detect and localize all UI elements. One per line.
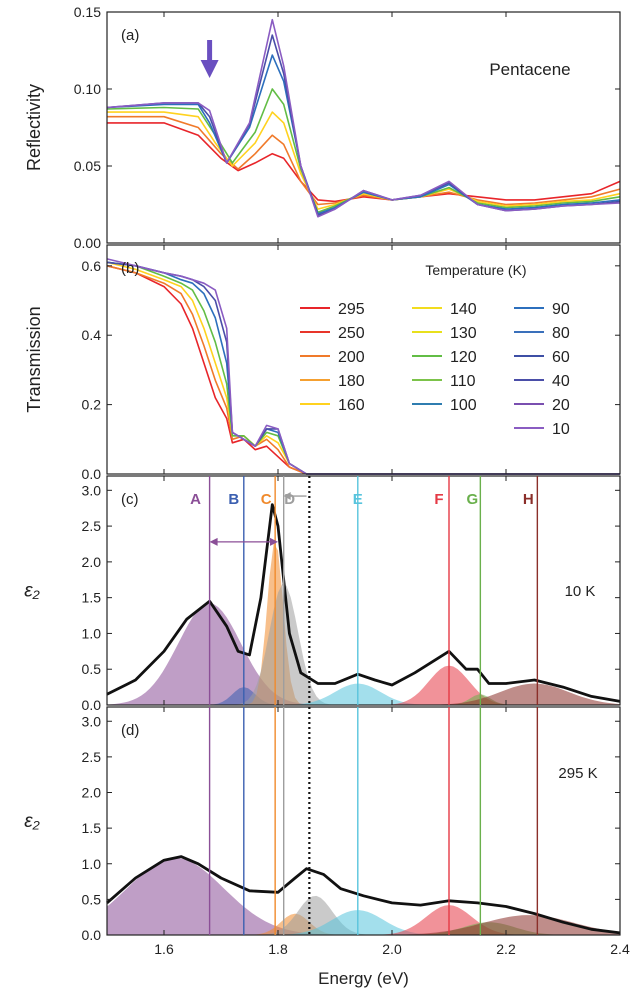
- panel-d-ytick-label: 0.5: [82, 891, 102, 907]
- panel-d-ytick-label: 0.0: [82, 927, 102, 943]
- panel-c-ytick-label: 0.5: [82, 661, 102, 677]
- panel-d-ytick-label: 2.0: [82, 785, 102, 801]
- panel-b-ytick-label: 0.0: [82, 466, 102, 482]
- legend-label-130: 130: [450, 325, 477, 342]
- peak-H-fill-c: [107, 683, 620, 705]
- peak-label-D: D: [284, 491, 295, 508]
- peak-label-A: A: [190, 491, 201, 508]
- peak-label-H: H: [523, 491, 534, 508]
- peak-E-fill-d: [107, 910, 620, 935]
- xtick-label-2.0: 2.0: [382, 941, 402, 957]
- peak-B-fill-c: [107, 687, 620, 705]
- legend-label-180: 180: [338, 373, 365, 390]
- panel-b-ytick-label: 0.6: [82, 258, 102, 274]
- panel-a-ylabel: Reflectivity: [24, 84, 44, 171]
- panel-c-ytick-label: 2.0: [82, 554, 102, 570]
- range-arrow-right-icon: [270, 537, 278, 546]
- panel-b-ytick-label: 0.4: [82, 327, 102, 343]
- panel-d-ytick-label: 3.0: [82, 713, 102, 729]
- total-epsilon2-d: [106, 855, 621, 935]
- peak-E-fill-c: [107, 683, 620, 705]
- legend-label-90: 90: [552, 301, 570, 318]
- legend-title: Temperature (K): [425, 262, 526, 278]
- xtick-label-2.2: 2.2: [496, 941, 516, 957]
- panel-d-ytick-label: 1.0: [82, 856, 102, 872]
- legend-label-120: 120: [450, 349, 477, 366]
- legend-label-200: 200: [338, 349, 365, 366]
- panel-b-ylabel: Transmission: [24, 306, 44, 412]
- panel-a-ytick-label: 0.15: [74, 4, 101, 20]
- peak-label-F: F: [434, 491, 443, 508]
- panel-b-ytick-label: 0.2: [82, 397, 102, 413]
- peak-label-B: B: [228, 491, 239, 508]
- peak-label-C: C: [261, 491, 272, 508]
- panel-c-ylabel: ε₂: [24, 581, 40, 602]
- range-arrow-left-icon: [209, 537, 218, 546]
- data-lines-layer: [106, 18, 621, 935]
- peak-A-fill-c: [107, 603, 620, 705]
- temperature-annotation-d: 295 K: [558, 765, 597, 782]
- transmission-series-200K: [106, 265, 620, 475]
- peak-fills-layer: [107, 543, 620, 935]
- transmission-series-10K: [106, 258, 620, 475]
- panel-a-ytick-label: 0.00: [74, 235, 101, 251]
- legend-label-60: 60: [552, 349, 570, 366]
- xtick-label-1.8: 1.8: [268, 941, 288, 957]
- legend-label-110: 110: [450, 373, 476, 390]
- axes-layer: [106, 11, 621, 936]
- legend-label-100: 100: [450, 397, 477, 414]
- peak-H-fill-d: [107, 915, 620, 935]
- panel-c-ytick-label: 1.0: [82, 625, 102, 641]
- panel-c-ytick-label: 1.5: [82, 590, 102, 606]
- reflectivity-series-80K: [106, 54, 621, 215]
- x-axis-label: Energy (eV): [318, 969, 409, 988]
- legend-label-80: 80: [552, 325, 570, 342]
- panel-d-ytick-label: 2.5: [82, 749, 102, 765]
- panel-c-ytick-label: 3.0: [82, 482, 102, 498]
- panel-c-frame: [106, 475, 621, 706]
- legend-label-140: 140: [450, 301, 477, 318]
- legend-label-40: 40: [552, 373, 570, 390]
- panel-c-ytick-label: 0.0: [82, 697, 102, 713]
- panel-a-ytick-label: 0.10: [74, 81, 101, 97]
- peak-label-E: E: [353, 491, 363, 508]
- panel-b-frame: [106, 244, 621, 475]
- text-layer: 0.00 0.05 0.10 0.15 (a) Reflectivity 0.0 0.2 0.4…: [24, 4, 630, 988]
- legend-label-250: 250: [338, 325, 365, 342]
- peak-label-G: G: [467, 491, 479, 508]
- temperature-annotation-c: 10 K: [565, 583, 596, 600]
- panel-d-label: (d): [121, 722, 139, 739]
- total-epsilon2-c: [106, 503, 621, 703]
- reflectivity-series-10K: [106, 18, 621, 218]
- panel-a-ytick-label: 0.05: [74, 158, 101, 174]
- panel-a-label: (a): [121, 27, 139, 44]
- xtick-label-1.6: 1.6: [154, 941, 174, 957]
- panel-d-frame: [106, 706, 621, 936]
- panel-c-label: (c): [121, 491, 139, 508]
- down-arrow-icon: [200, 60, 219, 78]
- panel-a-frame: [106, 11, 621, 244]
- legend-label-10: 10: [552, 421, 570, 438]
- xtick-label-2.4: 2.4: [610, 941, 630, 957]
- peak-A-fill-d: [107, 858, 620, 935]
- shift-arrow-icon: [283, 492, 291, 501]
- legend-label-160: 160: [338, 397, 365, 414]
- legend-label-20: 20: [552, 397, 570, 414]
- transmission-series-295K: [106, 265, 620, 475]
- panel-c-ytick-label: 2.5: [82, 518, 102, 534]
- legend-label-295: 295: [338, 301, 365, 318]
- pentacene-annotation: Pentacene: [489, 60, 570, 79]
- panel-d-ylabel: ε₂: [24, 811, 40, 832]
- panel-d-ytick-label: 1.5: [82, 820, 102, 836]
- panel-b-label: (b): [121, 260, 139, 277]
